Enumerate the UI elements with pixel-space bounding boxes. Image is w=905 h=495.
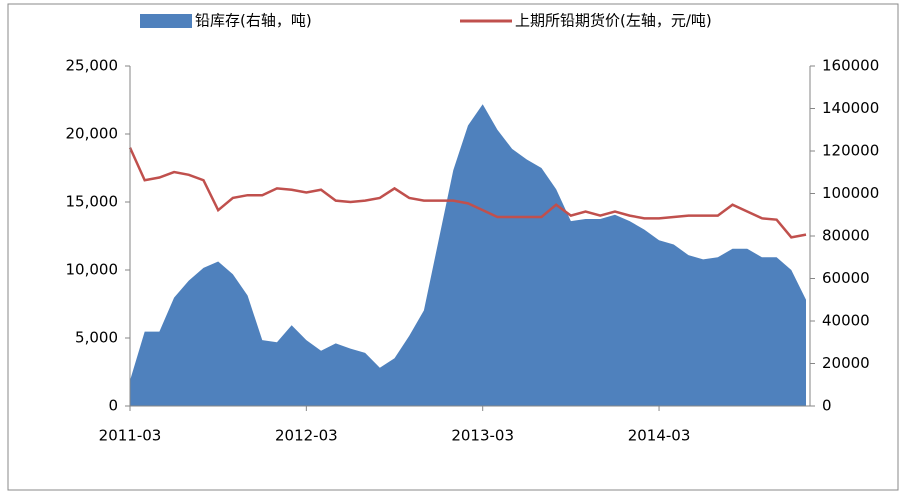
y2-tick-label: 160000 [822, 57, 879, 75]
x-tick-label: 2012-03 [275, 427, 338, 445]
price-line [128, 147, 807, 239]
y2-tick-label: 60000 [822, 269, 870, 287]
y-tick-label: 10,000 [66, 261, 119, 279]
inventory-area [130, 104, 806, 406]
y2-tick-label: 20000 [822, 354, 870, 372]
y2-tick-label: 100000 [822, 184, 879, 202]
y-tick-label: 20,000 [66, 125, 119, 143]
y-tick-label: 15,000 [66, 193, 119, 211]
x-tick-label: 2014-03 [628, 427, 691, 445]
legend-swatch [140, 14, 192, 28]
y-tick-label: 5,000 [75, 329, 118, 347]
y2-tick-label: 0 [822, 397, 832, 415]
x-tick-label: 2011-03 [99, 427, 162, 445]
legend-label: 上期所铅期货价(左轴，元/吨) [515, 12, 712, 30]
y2-tick-label: 120000 [822, 142, 879, 160]
y2-tick-label: 40000 [822, 312, 870, 330]
y2-tick-label: 80000 [822, 227, 870, 245]
y-tick-label: 0 [108, 397, 118, 415]
y-tick-label: 25,000 [66, 57, 119, 75]
y2-tick-label: 140000 [822, 99, 879, 117]
x-tick-label: 2013-03 [451, 427, 514, 445]
legend-label: 铅库存(右轴，吨) [195, 12, 312, 30]
